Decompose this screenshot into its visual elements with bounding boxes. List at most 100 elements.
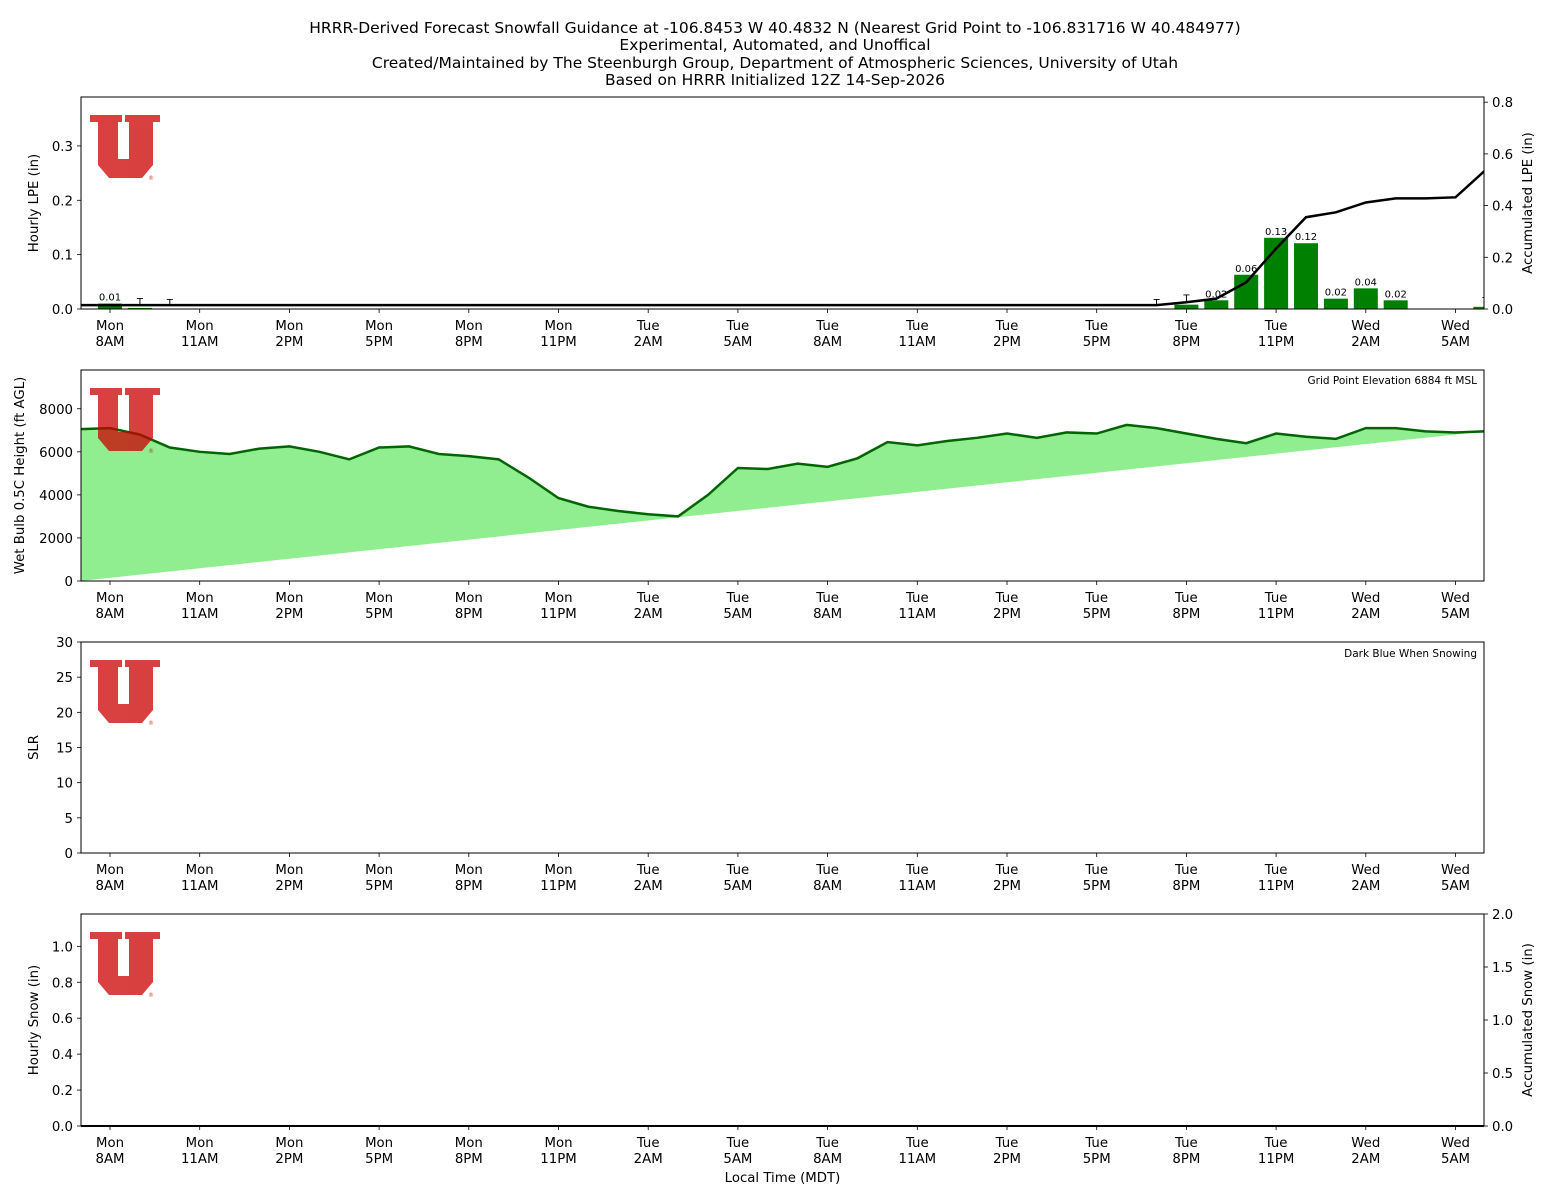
- x-tick-label-day: Tue: [726, 591, 750, 606]
- y-tick-label: 0.6: [52, 1012, 73, 1027]
- y-axis-label-slr: SLR: [27, 735, 42, 760]
- university-of-utah-logo-icon: ®: [90, 660, 160, 727]
- y-tick-label: 25: [56, 671, 73, 686]
- x-tick-label-time: 5PM: [1083, 335, 1111, 350]
- x-tick-label-time: 8PM: [455, 879, 483, 894]
- x-tick-label-day: Wed: [1441, 863, 1470, 878]
- logo-u-shape: [90, 388, 160, 451]
- lpe-bar-label: 0.02: [1205, 289, 1227, 300]
- x-tick-label-day: Mon: [455, 591, 483, 606]
- y-tick-label: 1.0: [52, 940, 73, 955]
- wet-bulb-line: [81, 423, 1484, 518]
- x-tick-label-time: 8AM: [813, 607, 842, 622]
- panel-hourly-snow: ® 0.0 0.2 0.4 0.6 0.8 1.0 0.0 0.5 1.0 1.5 2.0 Hourly…: [27, 908, 1536, 1186]
- x-tick-label-day: Mon: [365, 1136, 393, 1151]
- x-tick-label-day: Wed: [1351, 319, 1380, 334]
- y2-tick-label: 0.5: [1492, 1067, 1513, 1082]
- x-tick-label-day: Mon: [96, 863, 124, 878]
- y-tick-label: 15: [56, 742, 73, 757]
- lpe-bar: [1353, 288, 1378, 309]
- x-tick-label-time: 11AM: [181, 335, 219, 350]
- y2-tick-label: 1.5: [1492, 961, 1513, 976]
- panel-hourly-lpe: 0.01 T T T T 0.02 0.06 0.13 0.12 0.02 0.04 0.02 T 0.1…: [27, 96, 1536, 350]
- x-tick-label-time: 2PM: [275, 1152, 303, 1167]
- x-tick-label-day: Mon: [455, 1136, 483, 1151]
- logo-registered-mark: ®: [148, 992, 154, 999]
- y-tick-label: 0.2: [52, 194, 73, 209]
- x-tick-label-time: 5AM: [723, 607, 752, 622]
- x-tick-label-day: Mon: [365, 591, 393, 606]
- y2-tick-label: 1.0: [1492, 1014, 1513, 1029]
- lpe-plot-area: 0.01 T T T T 0.020.060.13 0.120.020.040.02T0.1…: [81, 169, 1489, 309]
- x-tick-label-time: 2PM: [993, 335, 1021, 350]
- x-tick-label-time: 11AM: [899, 607, 937, 622]
- y-tick-label: 0.0: [52, 1120, 73, 1135]
- x-tick-label-day: Wed: [1441, 591, 1470, 606]
- x-tick-label-day: Tue: [995, 1136, 1019, 1151]
- x-axis-label: Local Time (MDT): [725, 1171, 841, 1186]
- y-tick-label: 30: [56, 636, 73, 651]
- y-tick-label: 6000: [39, 446, 73, 461]
- x-tick-label-day: Mon: [455, 319, 483, 334]
- y-tick-label: 20: [56, 706, 73, 721]
- x-tick-label-day: Mon: [186, 591, 214, 606]
- x-tick-label-day: Tue: [636, 591, 660, 606]
- x-tick-label-day: Mon: [365, 319, 393, 334]
- logo-registered-mark: ®: [148, 720, 154, 727]
- logo-u-shape: [90, 932, 160, 995]
- x-tick-label-day: Tue: [995, 863, 1019, 878]
- lpe-bar-label: T: [136, 297, 144, 308]
- x-tick-label-time: 2AM: [634, 1152, 663, 1167]
- y2-tick-label: 0.6: [1492, 148, 1513, 163]
- x-tick-label-time: 11AM: [899, 335, 937, 350]
- x-tick-label-day: Tue: [1264, 863, 1288, 878]
- x-tick-label-time: 11AM: [899, 1152, 937, 1167]
- university-of-utah-logo-icon: ®: [90, 115, 160, 182]
- lpe-bar-label: 0.02: [1325, 288, 1347, 299]
- x-tick-label-day: Mon: [186, 863, 214, 878]
- x-tick-label-day: Tue: [905, 863, 929, 878]
- lpe-bar: [1204, 300, 1229, 309]
- x-tick-label-time: 11AM: [181, 1152, 219, 1167]
- x-tick-label-day: Mon: [275, 319, 303, 334]
- x-tick-label-time: 5PM: [365, 1152, 393, 1167]
- x-tick-label-day: Tue: [1084, 863, 1108, 878]
- y2-tick-label: 0.4: [1492, 200, 1513, 215]
- x-tick-label-time: 2AM: [1351, 335, 1380, 350]
- x-tick-label-time: 8PM: [455, 607, 483, 622]
- x-tick-label-time: 11PM: [1258, 879, 1294, 894]
- x-tick-label-day: Tue: [1264, 591, 1288, 606]
- y2-axis-label-accumulated-lpe: Accumulated LPE (in): [1521, 132, 1536, 274]
- y-tick-label: 5: [65, 812, 73, 827]
- grid-point-elevation-annotation: Grid Point Elevation 6884 ft MSL: [1308, 375, 1478, 387]
- figure-title-block: HRRR-Derived Forecast Snowfall Guidance …: [0, 19, 1550, 89]
- lpe-bar-label: T: [1481, 296, 1489, 307]
- y-tick-label: 0.0: [52, 303, 73, 318]
- x-tick-label-time: 5PM: [365, 607, 393, 622]
- x-tick-label-day: Tue: [995, 319, 1019, 334]
- x-tick-label-day: Tue: [815, 863, 839, 878]
- logo-u-shape: [90, 660, 160, 723]
- x-tick-label-time: 11PM: [1258, 1152, 1294, 1167]
- x-tick-label-time: 8PM: [1172, 1152, 1200, 1167]
- university-of-utah-logo-icon: ®: [90, 388, 160, 455]
- figure-title-line-2: Experimental, Automated, and Unoffical: [619, 36, 931, 55]
- x-tick-label-day: Mon: [544, 863, 572, 878]
- x-tick-label-day: Tue: [1174, 1136, 1198, 1151]
- x-tick-label-day: Tue: [1264, 319, 1288, 334]
- x-tick-label-time: 2PM: [993, 607, 1021, 622]
- dark-blue-when-snowing-annotation: Dark Blue When Snowing: [1344, 648, 1477, 660]
- logo-registered-mark: ®: [148, 175, 154, 182]
- x-tick-label-time: 2AM: [634, 607, 663, 622]
- x-tick-label-day: Mon: [544, 591, 572, 606]
- x-tick-label-time: 2PM: [275, 879, 303, 894]
- axes-frame: [80, 913, 1485, 1127]
- x-tick-label-time: 11PM: [1258, 335, 1294, 350]
- figure-title-line-1: HRRR-Derived Forecast Snowfall Guidance …: [309, 19, 1241, 37]
- x-tick-label-time: 5AM: [723, 879, 752, 894]
- x-tick-label-day: Tue: [905, 591, 929, 606]
- x-tick-label-day: Wed: [1441, 1136, 1470, 1151]
- x-tick-label-time: 11AM: [181, 879, 219, 894]
- x-tick-label-time: 5PM: [1083, 879, 1111, 894]
- x-tick-label-day: Tue: [905, 1136, 929, 1151]
